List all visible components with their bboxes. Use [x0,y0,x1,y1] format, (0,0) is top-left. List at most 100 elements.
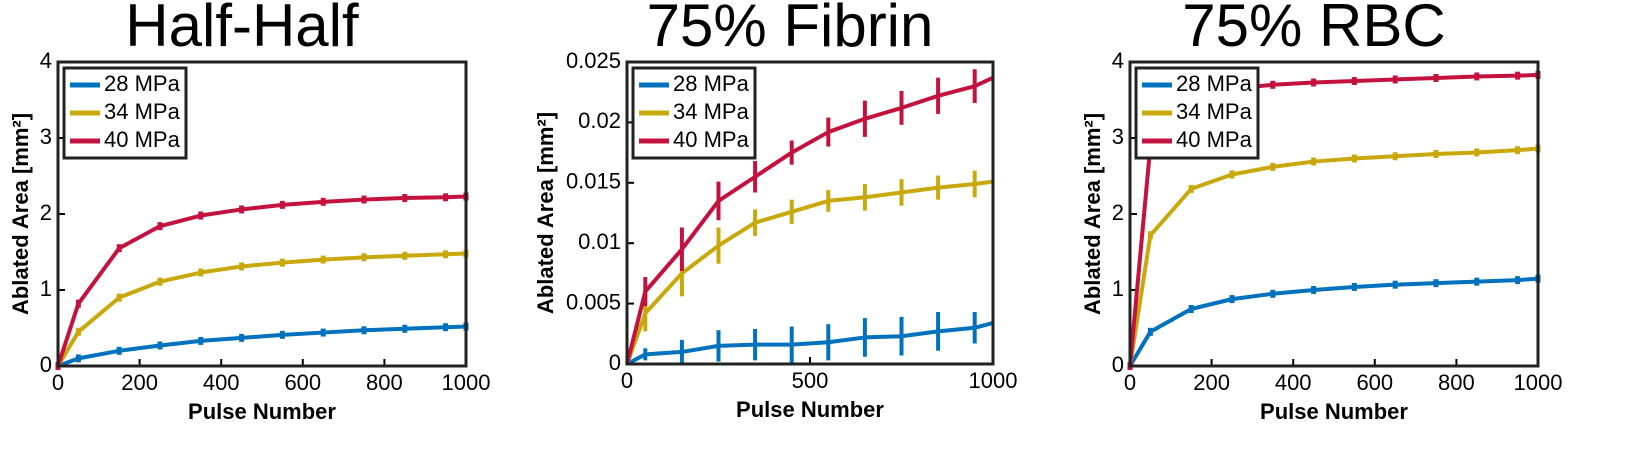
marker [75,327,81,336]
series-line [626,320,994,366]
x-tick-label: 400 [1275,370,1312,395]
marker [320,255,326,264]
series-line [625,179,994,365]
marker [279,200,285,209]
marker [1270,80,1276,89]
marker [239,205,245,214]
x-tick-label: 600 [284,370,321,395]
legend-label: 28 MPa [1176,71,1253,96]
marker [443,323,449,332]
y-tick-label: 3 [40,124,52,149]
x-tick-label: 1000 [969,368,1018,393]
marker [157,277,163,286]
axes-box [1128,60,1540,368]
marker [75,354,81,363]
y-tick-label: 0.02 [578,108,621,133]
marker [75,299,81,308]
marker [1351,77,1357,85]
legend-label: 40 MPa [104,127,181,152]
series-line [56,194,467,367]
chart-title: 75% RBC [1182,0,1445,59]
marker [1311,78,1317,87]
series-line [56,251,467,368]
x-tick-label: 500 [792,368,829,393]
y-tick-label: 0.025 [566,48,621,73]
marker [1188,184,1194,193]
y-tick-label: 0.005 [566,289,621,314]
marker [1433,73,1439,82]
x-tick-label: 600 [1356,370,1393,395]
series-line [1128,146,1539,367]
y-tick-label: 1 [40,276,52,301]
marker [116,346,122,355]
x-tick-label: 1000 [442,370,491,395]
chart-title: Half-Half [125,0,359,59]
x-tick-label: 0 [52,370,64,395]
marker [239,333,245,342]
y-tick-label: 4 [1112,48,1124,73]
marker [116,293,122,302]
marker [320,197,326,206]
legend-label: 40 MPa [673,127,750,152]
series-line [1128,276,1539,368]
marker [443,250,449,259]
marker [402,251,408,260]
marker [116,244,122,253]
marker [157,341,163,350]
y-tick-label: 0 [1112,352,1124,377]
y-tick-label: 2 [40,200,52,225]
y-axis-label: Ablated Area [mm²] [8,113,33,315]
x-tick-label: 200 [1193,370,1230,395]
marker [1147,327,1153,336]
marker [1392,280,1398,289]
marker [239,262,245,271]
legend-label: 34 MPa [104,99,181,124]
marker [157,222,163,231]
y-tick-label: 0 [609,350,621,375]
marker [279,258,285,267]
marker [1433,149,1439,158]
legend-label: 28 MPa [673,71,750,96]
marker [1147,231,1153,240]
marker [443,193,449,202]
y-tick-label: 4 [40,48,52,73]
marker [1392,152,1398,161]
axes-box [625,60,995,366]
marker [402,194,408,203]
marker [1270,289,1276,298]
x-axis-label: Pulse Number [1260,399,1408,424]
marker [1515,146,1521,155]
marker [1474,277,1480,286]
x-axis-label: Pulse Number [736,397,884,422]
marker [1392,75,1398,84]
legend-label: 40 MPa [1176,127,1253,152]
chart-title: 75% Fibrin [647,0,934,59]
marker [361,326,367,335]
legend-label: 34 MPa [1176,99,1253,124]
marker [1188,305,1194,313]
x-tick-label: 800 [1438,370,1475,395]
y-tick-label: 0.01 [578,229,621,254]
y-axis-label: Ablated Area [mm²] [533,112,558,314]
y-tick-label: 0.015 [566,169,621,194]
legend-label: 28 MPa [104,71,181,96]
marker [361,195,367,204]
marker [1351,154,1357,163]
x-axis-label: Pulse Number [188,399,336,424]
marker [198,268,204,277]
marker [1351,282,1357,291]
marker [320,328,326,337]
axes-box [56,60,468,368]
marker [1229,170,1235,179]
marker [198,336,204,345]
marker [361,253,367,262]
marker [1515,71,1521,80]
y-tick-label: 2 [1112,200,1124,225]
x-tick-label: 0 [621,368,633,393]
x-tick-label: 200 [121,370,158,395]
marker [1311,286,1317,294]
y-axis-label: Ablated Area [mm²] [1080,113,1105,315]
x-tick-label: 0 [1124,370,1136,395]
